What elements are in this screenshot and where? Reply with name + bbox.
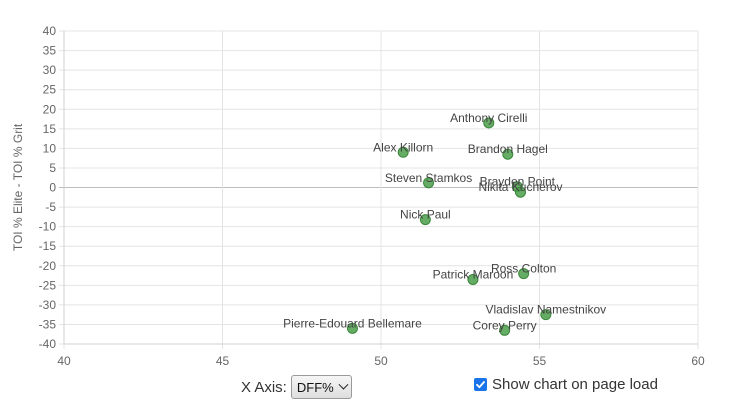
data-point	[514, 186, 526, 198]
data-point-label: Nick Paul	[400, 208, 451, 222]
data-point-label: Corey Perry	[473, 318, 537, 332]
y-tick-label: -5	[45, 200, 56, 214]
tick-labels: 4035302520151050-5-10-15-20-25-30-35-404…	[39, 24, 705, 368]
y-tick-label: 35	[43, 44, 57, 58]
data-point	[518, 268, 530, 280]
y-tick-label: -40	[39, 337, 57, 351]
data-point	[397, 146, 409, 158]
show-on-load-control: Show chart on page load	[474, 376, 658, 393]
y-tick-label: -20	[39, 259, 57, 273]
x-axis-control: X Axis: DFF%	[241, 375, 352, 399]
y-tick-label: 25	[43, 83, 57, 97]
data-point	[540, 309, 552, 321]
data-point-label: Brayden Point	[480, 175, 556, 189]
y-tick-label: 10	[43, 141, 57, 155]
y-tick-label: 20	[43, 102, 57, 116]
y-tick-label: 5	[49, 161, 56, 175]
y-tick-label: 40	[43, 24, 57, 38]
data-point	[419, 214, 431, 226]
y-tick-label: -30	[39, 298, 57, 312]
data-point	[423, 177, 435, 189]
y-tick-label: -10	[39, 220, 57, 234]
data-point-label: Anthony Cirelli	[450, 111, 527, 125]
y-tick-label: 0	[49, 181, 56, 195]
data-point-label: Vladislav Namestnikov	[485, 303, 606, 317]
scatter-chart: 4035302520151050-5-10-15-20-25-30-35-404…	[11, 24, 705, 368]
x-tick-label: 55	[533, 354, 547, 368]
x-axis-select-value: DFF%	[296, 379, 334, 395]
grid-lines	[59, 30, 699, 349]
point-labels: Anthony Cirelli Alex Killorn Brandon Hagel…	[283, 111, 606, 332]
data-point-label: Steven Stamkos	[385, 171, 472, 185]
y-tick-label: -25	[39, 278, 57, 292]
data-point-label: Brandon Hagel	[468, 142, 548, 156]
show-on-load-checkbox[interactable]	[474, 378, 487, 391]
data-point-label: Nikita Kucherov	[478, 180, 562, 194]
chart-controls: X Axis: DFF% Show chart on page load	[0, 372, 730, 414]
data-point	[499, 324, 511, 336]
data-points	[346, 117, 552, 336]
data-point-label: Pierre-Edouard Bellemare	[283, 316, 422, 330]
data-point-label: Alex Killorn	[373, 140, 433, 154]
data-point	[483, 117, 495, 129]
x-axis-label: X Axis:	[241, 378, 287, 396]
x-tick-label: 60	[691, 354, 705, 368]
x-tick-label: 50	[374, 354, 388, 368]
data-point-label: Ross Colton	[491, 262, 556, 276]
data-point	[502, 148, 514, 160]
data-point-label: Patrick Maroon	[433, 267, 514, 281]
x-tick-label: 40	[57, 354, 71, 368]
y-tick-label: -35	[39, 317, 57, 331]
y-axis-title: TOI % Elite - TOI % Grit	[11, 123, 25, 251]
data-point	[346, 322, 358, 334]
data-point	[467, 273, 479, 285]
y-tick-label: 30	[43, 63, 57, 77]
checkmark-icon	[476, 381, 485, 389]
y-tick-label: -15	[39, 239, 57, 253]
chevron-down-icon	[338, 379, 349, 390]
y-tick-label: 15	[43, 122, 57, 136]
x-tick-label: 45	[216, 354, 230, 368]
show-on-load-label: Show chart on page load	[492, 376, 658, 393]
x-axis-select[interactable]: DFF%	[290, 375, 352, 399]
